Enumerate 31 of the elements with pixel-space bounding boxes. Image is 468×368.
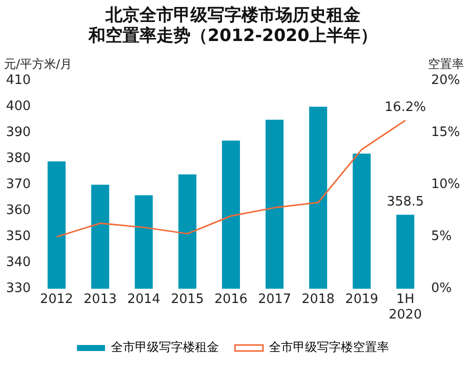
y-tick-label: 340: [6, 255, 31, 270]
legend-label: 全市甲级写字楼空置率: [269, 340, 389, 354]
x-tick-label: 2019: [345, 292, 378, 307]
x-tick-label: 2018: [302, 292, 335, 307]
data-label: 16.2%: [384, 100, 426, 116]
y2-tick-label: 20%: [431, 73, 460, 88]
y2-axis-title: 空置率: [428, 56, 464, 71]
y-tick-label: 360: [6, 203, 31, 218]
y-tick-label: 380: [6, 151, 31, 166]
x-tick-label: 2012: [40, 292, 74, 307]
data-label: 358.5: [386, 194, 424, 210]
y-axis-title: 元/平方米/月: [4, 56, 72, 71]
x-tick-label: 1H 2020: [388, 292, 422, 323]
x-tick-label: 2013: [84, 292, 117, 307]
text: 和空置率走势（2012-2020上半年）: [88, 26, 378, 46]
y-tick-label: 330: [6, 281, 31, 296]
y2-tick-label: 0%: [431, 281, 452, 296]
x-tick-label: 2017: [258, 292, 292, 307]
x-tick-label: 2016: [214, 292, 248, 307]
x-tick-label: 2015: [170, 292, 204, 307]
x-tick-label: 2014: [127, 292, 160, 307]
y-tick-label: 400: [6, 99, 31, 114]
y-tick-label: 410: [6, 73, 31, 88]
y2-tick-label: 10%: [431, 177, 460, 192]
legend-label: 全市甲级写字楼租金: [111, 340, 219, 354]
y-tick-label: 390: [6, 125, 31, 140]
y2-tick-label: 15%: [431, 125, 460, 140]
y2-tick-label: 5%: [431, 229, 452, 244]
y-tick-label: 350: [6, 229, 31, 244]
text: 北京全市甲级写字楼市场历史租金: [106, 6, 360, 26]
y-tick-label: 370: [6, 177, 31, 192]
